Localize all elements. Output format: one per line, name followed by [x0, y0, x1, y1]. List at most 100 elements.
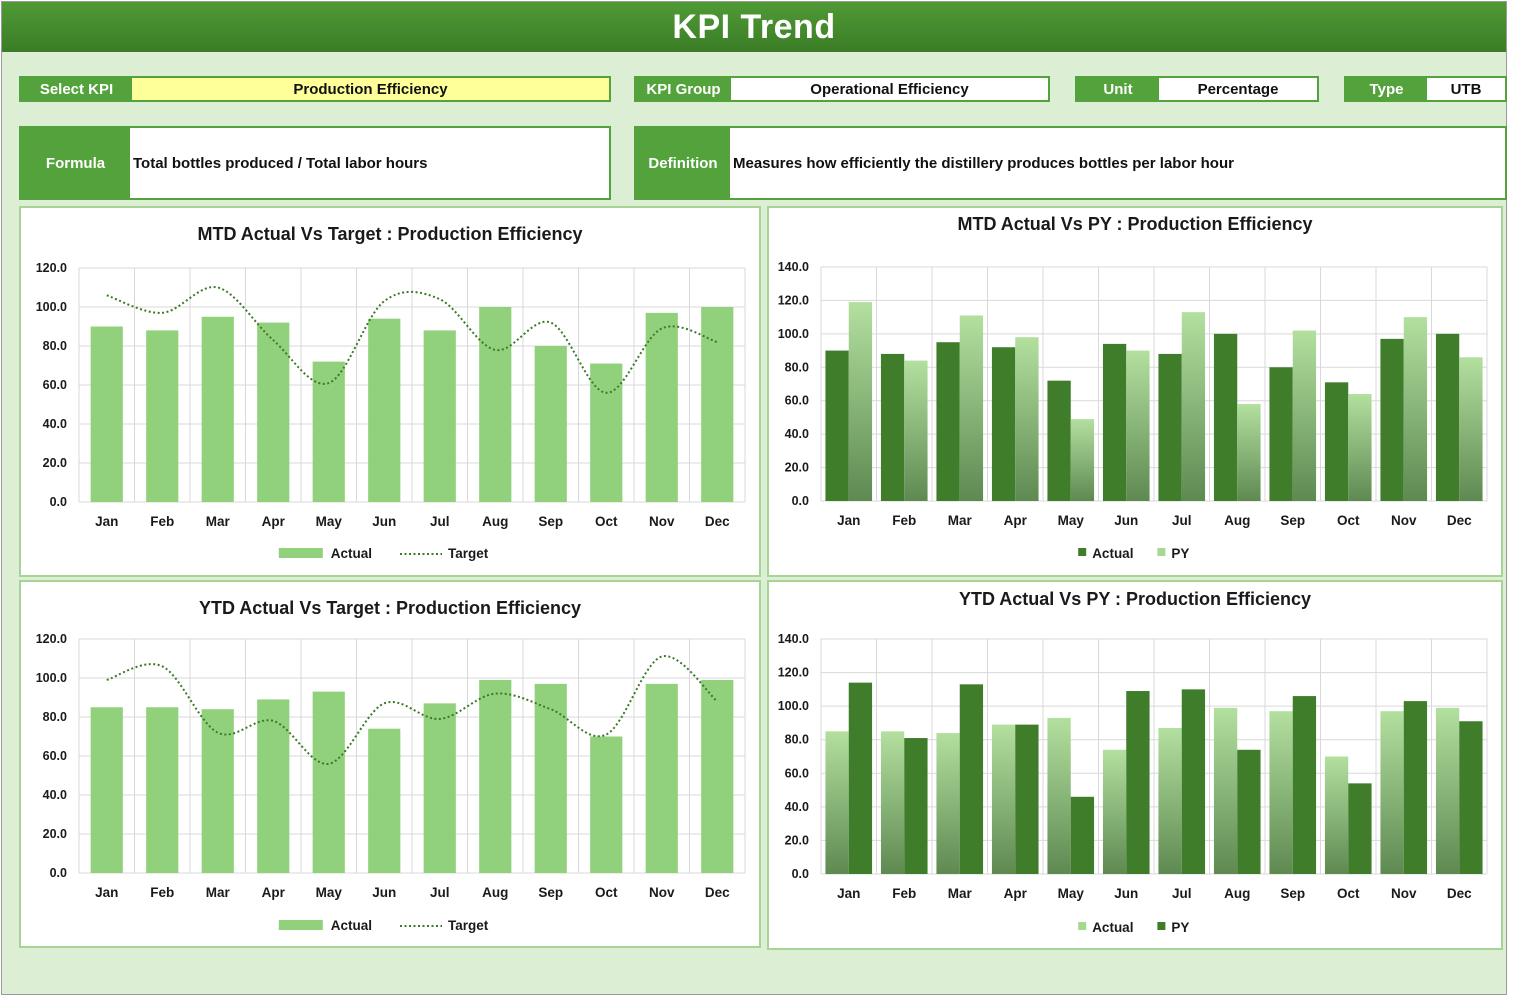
x-tick-label: Nov: [649, 514, 675, 529]
x-tick-label: Oct: [595, 514, 618, 529]
bar-actual: [423, 703, 456, 873]
bar-actual: [880, 353, 905, 501]
bar-py: [904, 738, 928, 874]
bar-actual: [1047, 380, 1071, 501]
bar-py: [1237, 749, 1261, 874]
bar-actual: [90, 326, 123, 502]
bar-actual: [825, 350, 849, 501]
x-tick-label: Apr: [262, 885, 286, 900]
select-kpi-field[interactable]: Select KPI Production Efficiency: [19, 76, 611, 102]
bar-py: [1237, 404, 1261, 501]
bar-py: [1181, 689, 1206, 874]
x-tick-label: Dec: [1447, 513, 1472, 528]
x-tick-label: Sep: [538, 514, 563, 529]
chart-ytd-actual-vs-target: YTD Actual Vs Target : Production Effici…: [36, 598, 746, 933]
x-tick-label: Sep: [1280, 513, 1305, 528]
y-tick-label: 80.0: [785, 360, 809, 374]
x-tick-label: Jan: [837, 513, 860, 528]
bar-py: [1348, 783, 1372, 874]
select-kpi-dropdown[interactable]: Production Efficiency: [132, 78, 609, 100]
legend-swatch-actual: [1078, 922, 1087, 930]
bar-actual: [1435, 333, 1460, 501]
bar-py: [1459, 357, 1483, 501]
bar-py: [1015, 724, 1039, 874]
bar-actual: [1102, 749, 1127, 874]
bar-actual: [936, 342, 960, 501]
x-tick-label: Apr: [1004, 886, 1028, 901]
x-tick-label: May: [316, 514, 343, 529]
chart-title: YTD Actual Vs Target : Production Effici…: [199, 598, 581, 618]
y-tick-label: 80.0: [43, 710, 67, 724]
chart-legend: Actual Target: [278, 546, 489, 561]
y-tick-label: 20.0: [785, 461, 809, 475]
bar-py: [904, 360, 928, 501]
bar-actual: [1380, 711, 1404, 874]
bar-actual: [479, 307, 512, 502]
x-tick-label: Jul: [1172, 513, 1192, 528]
bar-actual: [1213, 333, 1238, 501]
y-tick-label: 40.0: [43, 788, 67, 802]
x-tick-label: Jun: [1114, 513, 1138, 528]
type-label: Type: [1346, 78, 1427, 100]
bar-py: [959, 315, 984, 501]
bar-actual: [312, 361, 345, 502]
bar-py: [1070, 419, 1095, 501]
chart-panel-ytd-target: YTD Actual Vs Target : Production Effici…: [19, 580, 761, 948]
unit-value: Percentage: [1197, 80, 1279, 98]
bar-actual: [1102, 343, 1127, 501]
definition-box: Definition Measures how efficiently the …: [634, 126, 1507, 200]
definition-text: Measures how efficiently the distillery …: [733, 154, 1234, 172]
chart-legend: Actual PY: [1078, 546, 1189, 561]
bar-actual: [1324, 756, 1349, 874]
x-tick-label: Apr: [262, 514, 286, 529]
legend-swatch-py: [1157, 548, 1166, 556]
bar-actual: [90, 707, 123, 873]
x-tick-label: May: [1058, 513, 1085, 528]
bar-actual: [991, 724, 1016, 874]
x-tick-label: Jul: [430, 514, 450, 529]
y-tick-label: 80.0: [785, 733, 809, 747]
chart-panel-ytd-py: YTD Actual Vs PY : Production Efficiency…: [767, 580, 1503, 950]
bar-actual: [423, 330, 456, 502]
y-tick-label: 20.0: [785, 833, 809, 847]
bar-py: [1070, 796, 1095, 874]
bar-py: [1348, 394, 1372, 501]
bar-py: [848, 682, 873, 874]
bar-actual: [368, 728, 401, 873]
x-tick-label: Jun: [372, 514, 396, 529]
y-tick-label: 140.0: [778, 632, 809, 646]
x-tick-label: Mar: [948, 513, 973, 528]
x-tick-label: Sep: [538, 885, 563, 900]
chart-legend: Actual Target: [278, 918, 489, 933]
bar-py: [1403, 701, 1428, 874]
x-tick-label: Jan: [837, 886, 860, 901]
chart-panel-mtd-target: MTD Actual Vs Target : Production Effici…: [19, 206, 761, 577]
y-tick-label: 0.0: [50, 866, 67, 880]
bar-py: [1015, 337, 1039, 501]
y-tick-label: 60.0: [43, 378, 67, 392]
chart-legend: Actual PY: [1078, 920, 1189, 935]
bar-py: [848, 302, 873, 501]
bar-actual: [201, 709, 234, 873]
x-tick-label: May: [316, 885, 343, 900]
y-tick-label: 120.0: [778, 293, 809, 307]
x-tick-label: Feb: [892, 886, 916, 901]
y-tick-label: 100.0: [36, 671, 67, 685]
x-tick-label: Mar: [206, 514, 231, 529]
bar-py: [1126, 691, 1150, 874]
legend-swatch-py: [1157, 922, 1166, 930]
x-tick-label: Nov: [1391, 886, 1417, 901]
y-tick-label: 20.0: [43, 827, 67, 841]
bar-actual: [991, 347, 1016, 501]
y-tick-label: 120.0: [36, 261, 67, 275]
y-tick-label: 40.0: [785, 427, 809, 441]
x-tick-label: Feb: [892, 513, 916, 528]
bar-py: [1459, 721, 1483, 874]
formula-label: Formula: [21, 128, 130, 198]
x-tick-label: Feb: [150, 514, 174, 529]
x-tick-label: Feb: [150, 885, 174, 900]
x-tick-label: Jun: [372, 885, 396, 900]
bar-actual: [1213, 707, 1238, 874]
x-tick-label: Oct: [595, 885, 618, 900]
page-title: KPI Trend: [672, 7, 836, 46]
